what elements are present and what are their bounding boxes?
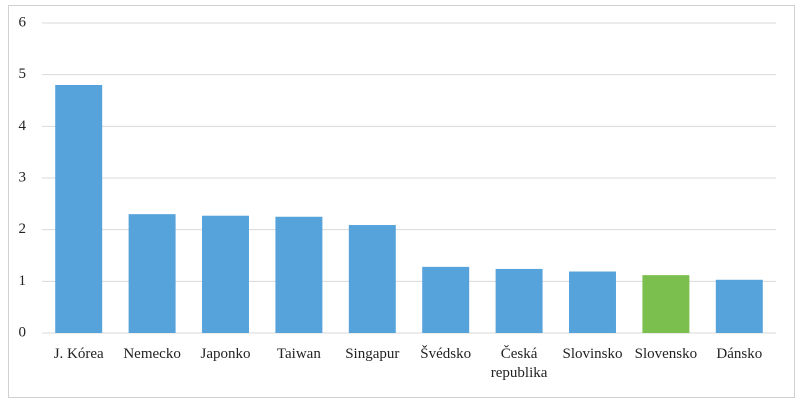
x-tick-label: Slovinsko [562,346,623,362]
y-tick-label: 3 [19,169,27,185]
x-tick-label: Česká republika [490,346,548,381]
x-tick-label: J. Kórea [53,346,104,362]
y-tick-label: 6 [19,14,27,30]
bar [275,216,323,333]
x-tick-label: Singapur [345,346,400,362]
y-tick-label: 5 [19,66,27,82]
x-tick-label: Švédsko [420,346,472,362]
x-tick-label: Taiwan [276,346,321,362]
bar [495,268,543,333]
x-tick-label: Nemecko [123,346,181,362]
bar [55,85,103,333]
bar [422,266,470,333]
y-tick-label: 2 [19,221,27,237]
bar [642,275,690,333]
y-tick-label: 0 [19,324,27,340]
x-tick-label: Japonko [200,346,251,362]
bar [569,271,616,333]
y-tick-label: 4 [19,118,27,134]
x-tick-label: Slovensko [634,346,698,362]
x-tick-label: Dánsko [716,346,763,362]
bar [202,215,249,333]
chart-border [8,5,795,398]
bar [128,214,176,333]
bar [348,225,396,333]
bar [715,279,763,333]
y-tick-label: 1 [19,273,27,289]
